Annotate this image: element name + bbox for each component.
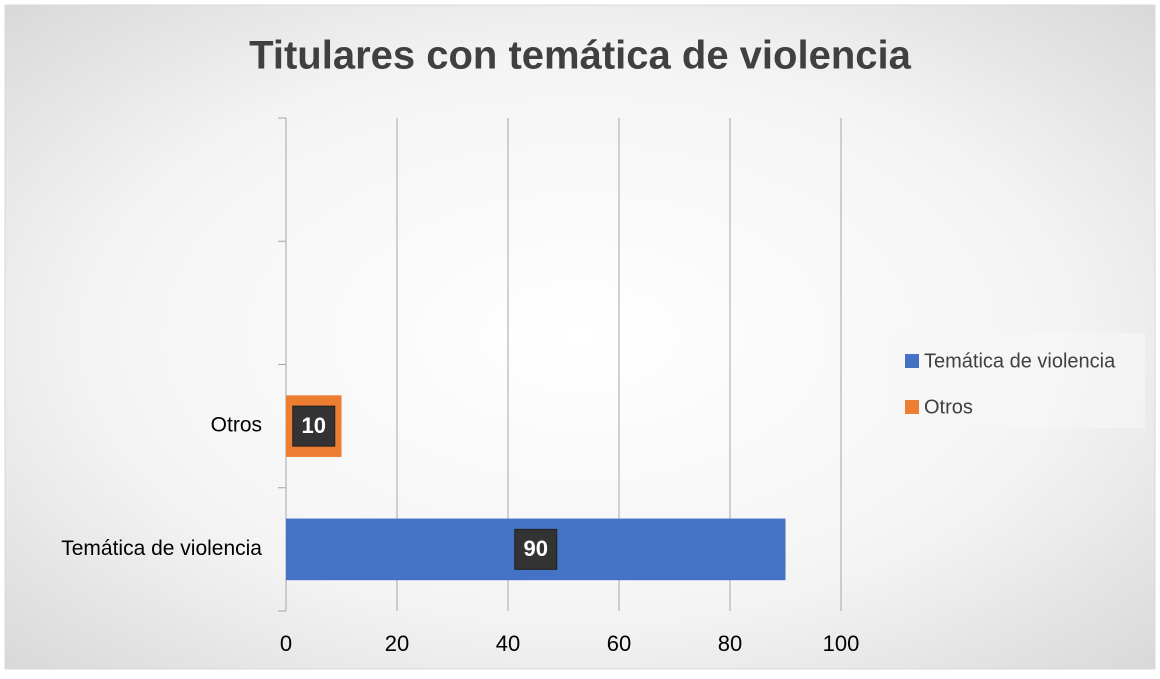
legend-label: Otros [924, 396, 973, 418]
x-tick-label: 0 [280, 631, 292, 656]
legend-swatch [905, 354, 919, 368]
legend-label: Temática de violencia [924, 350, 1116, 372]
data-label: 90 [524, 536, 548, 561]
x-tick-label: 100 [823, 631, 860, 656]
data-label: 10 [302, 413, 326, 438]
x-tick-label: 40 [496, 631, 520, 656]
data-label-box [514, 528, 558, 570]
x-tick-label: 60 [607, 631, 631, 656]
x-tick-label: 80 [718, 631, 742, 656]
x-tick-label: 20 [385, 631, 409, 656]
legend-swatch [905, 400, 919, 414]
data-label-box [292, 405, 336, 447]
y-tick-label: Otros [211, 414, 262, 437]
y-tick-label: Temática de violencia [61, 537, 262, 560]
legend-box [892, 333, 1145, 428]
chart-title: Titulares con temática de violencia [249, 34, 911, 78]
